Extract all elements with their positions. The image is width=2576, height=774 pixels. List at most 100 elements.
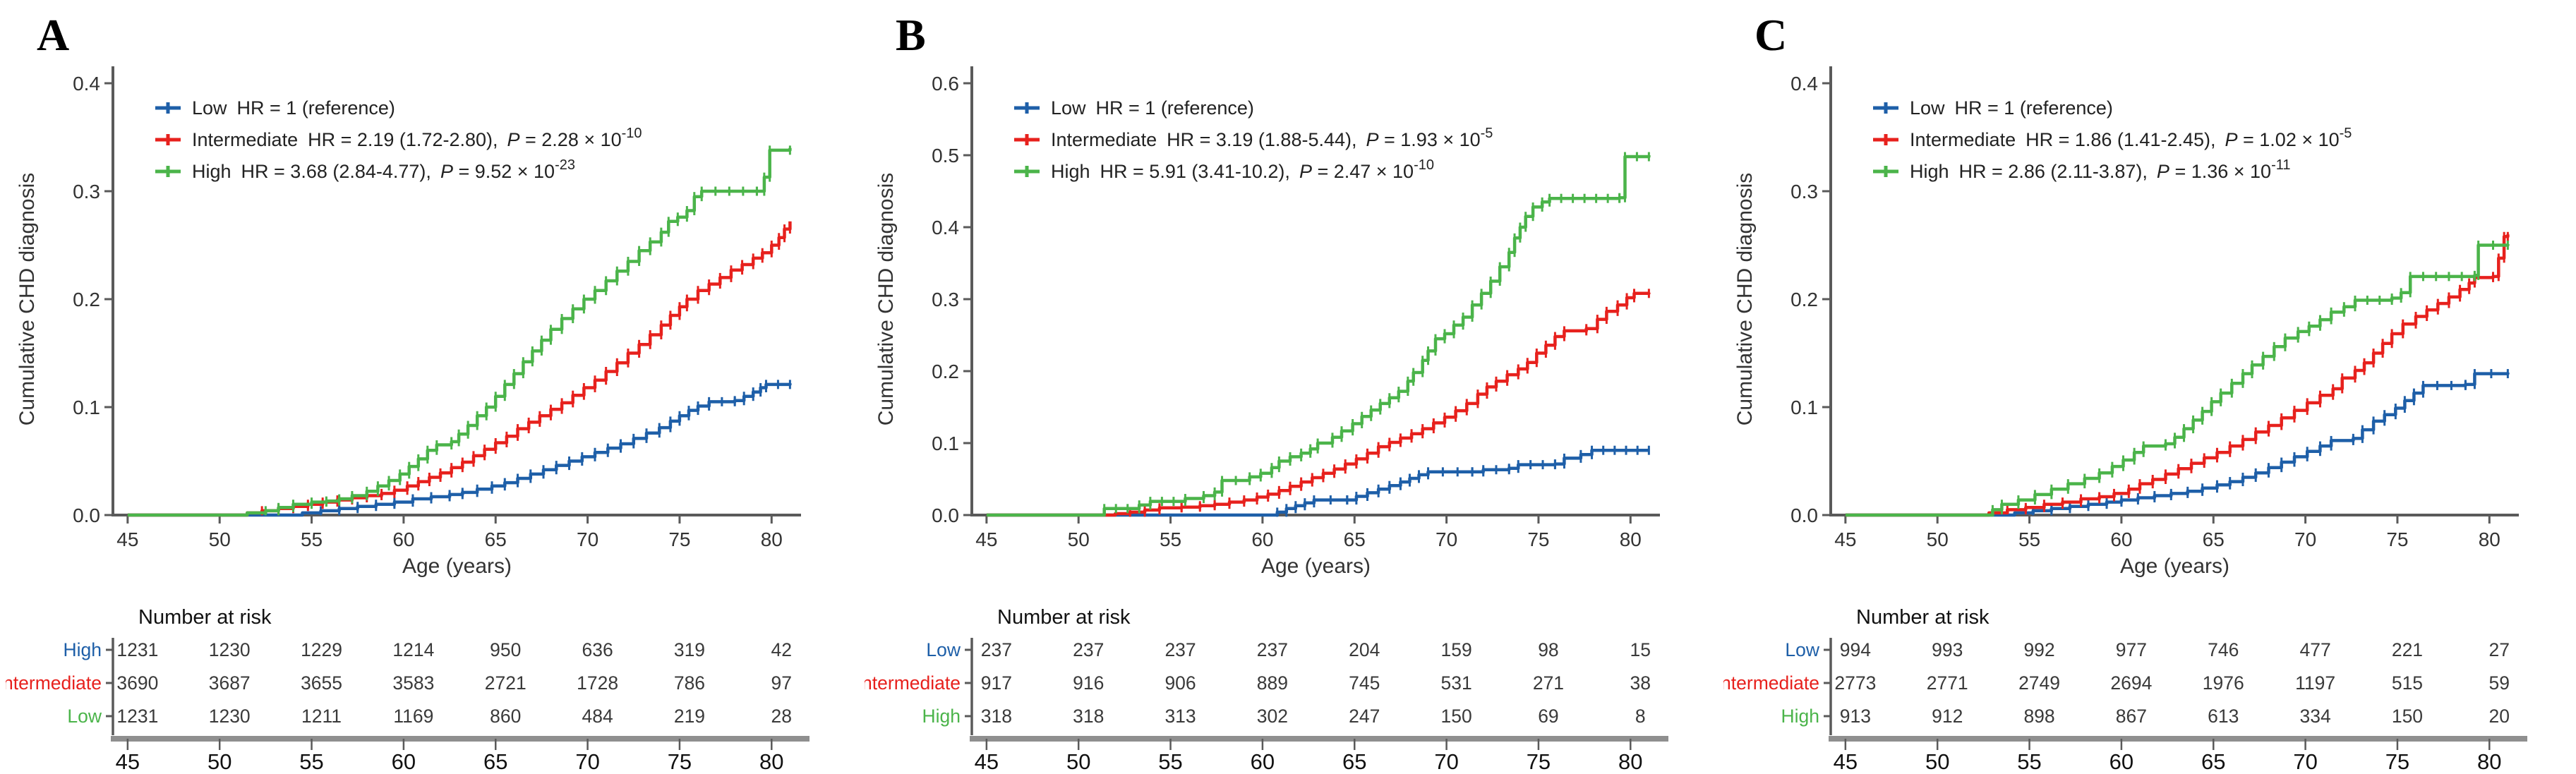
curve-intermediate bbox=[986, 291, 1651, 517]
legend-item-high: High HR = 5.91 (3.41-10.2), P = 2.47 × 10-… bbox=[1014, 157, 1434, 182]
risk-row-low: Low 994 993 992 977 746 477 221 27 bbox=[1785, 639, 2510, 660]
risk-x-tick-label: 80 bbox=[2477, 749, 2501, 774]
x-tick-label: 55 bbox=[2018, 528, 2040, 550]
risk-value: 950 bbox=[490, 639, 521, 660]
risk-value: 219 bbox=[674, 706, 705, 727]
risk-value: 993 bbox=[1932, 639, 1963, 660]
legend-label: High HR = 3.68 (2.84-4.77), P = 9.52 × 10-… bbox=[192, 157, 575, 182]
risk-value: 916 bbox=[1073, 672, 1104, 694]
panel-b: 0.0 0.1 0.2 0.3 0.4 0.5 0.6 45 50 55 60 65 70 75 80 Age… bbox=[857, 0, 1717, 774]
risk-row-label: High bbox=[1781, 706, 1819, 727]
risk-x-tick-label: 75 bbox=[1527, 749, 1551, 774]
risk-value: 69 bbox=[1538, 706, 1558, 727]
risk-table: Number at risk Low 237 237 237 237 204 159 98 15 I… bbox=[857, 606, 1668, 774]
x-axis-title: Age (years) bbox=[1261, 555, 1371, 577]
risk-value: 746 bbox=[2208, 639, 2239, 660]
panel-a: 0.0 0.1 0.2 0.3 0.4 45 50 55 60 65 70 75 80 Age (year… bbox=[0, 0, 858, 774]
y-tick-label: 0.2 bbox=[1790, 289, 1818, 310]
risk-value: 97 bbox=[771, 672, 792, 694]
risk-row-label: Intermediate bbox=[1723, 672, 1819, 694]
risk-value: 889 bbox=[1257, 672, 1288, 694]
risk-value: 1230 bbox=[209, 639, 251, 660]
risk-value: 913 bbox=[1840, 706, 1871, 727]
risk-value: 15 bbox=[1630, 639, 1651, 660]
risk-value: 8 bbox=[1635, 706, 1646, 727]
risk-row-intermediate: Intermediate 3690 3687 3655 3583 2721 1728 786 9… bbox=[0, 672, 792, 694]
y-tick-label: 0.4 bbox=[73, 73, 100, 95]
panel-c: 0.0 0.1 0.2 0.3 0.4 45 50 55 60 65 70 75 80 Age (year… bbox=[1716, 0, 2576, 774]
risk-value: 977 bbox=[2116, 639, 2147, 660]
legend-item-intermediate: Intermediate HR = 3.19 (1.88-5.44), P = 1.… bbox=[1014, 126, 1493, 150]
risk-value: 42 bbox=[771, 639, 792, 660]
risk-x-tick-label: 60 bbox=[392, 749, 416, 774]
risk-value: 221 bbox=[2392, 639, 2423, 660]
x-tick-label: 60 bbox=[392, 528, 414, 550]
curve-intermediate bbox=[1845, 234, 2510, 517]
risk-value: 2721 bbox=[485, 672, 526, 694]
risk-value: 98 bbox=[1538, 639, 1558, 660]
y-tick-label: 0.4 bbox=[932, 217, 959, 238]
risk-title: Number at risk bbox=[1856, 606, 1990, 629]
curves bbox=[986, 152, 1651, 517]
risk-value: 2773 bbox=[1834, 672, 1876, 694]
censor-marks-intermediate bbox=[2006, 231, 2509, 514]
risk-x-tick-label: 70 bbox=[575, 749, 599, 774]
y-tick-label: 0.1 bbox=[73, 397, 100, 418]
risk-value: 1230 bbox=[209, 706, 251, 727]
x-tick-label: 45 bbox=[1834, 528, 1856, 550]
risk-value: 313 bbox=[1164, 706, 1196, 727]
risk-value: 59 bbox=[2489, 672, 2510, 694]
risk-row-low: Low 237 237 237 237 204 159 98 15 bbox=[926, 639, 1651, 660]
curves bbox=[127, 145, 792, 517]
risk-value: 912 bbox=[1932, 706, 1963, 727]
legend: Low HR = 1 (reference) Intermediate HR = 3.… bbox=[1014, 97, 1493, 182]
risk-value: 28 bbox=[771, 706, 792, 727]
risk-value: 992 bbox=[2023, 639, 2054, 660]
risk-value: 159 bbox=[1440, 639, 1471, 660]
risk-x-tick-label: 50 bbox=[1066, 749, 1090, 774]
legend-label: High HR = 5.91 (3.41-10.2), P = 2.47 × 10-… bbox=[1051, 157, 1434, 182]
risk-value: 917 bbox=[981, 672, 1012, 694]
risk-value: 477 bbox=[2299, 639, 2330, 660]
risk-row-label: Low bbox=[926, 639, 961, 660]
x-tick-label: 50 bbox=[209, 528, 231, 550]
legend-label: Low HR = 1 (reference) bbox=[192, 97, 395, 119]
risk-value: 906 bbox=[1164, 672, 1196, 694]
y-tick-label: 0.0 bbox=[73, 504, 100, 526]
risk-value: 318 bbox=[1073, 706, 1104, 727]
y-tick-label: 0.0 bbox=[1790, 504, 1818, 526]
risk-row-label: Intermediate bbox=[865, 672, 961, 694]
panel-letter-b: B bbox=[896, 10, 926, 60]
x-axis-title: Age (years) bbox=[402, 555, 512, 577]
risk-value: 867 bbox=[2116, 706, 2147, 727]
risk-x-tick-label: 75 bbox=[668, 749, 692, 774]
x-tick-label: 80 bbox=[2479, 528, 2500, 550]
y-tick-label: 0.1 bbox=[932, 433, 959, 454]
risk-value: 150 bbox=[1440, 706, 1471, 727]
x-tick-label: 50 bbox=[1927, 528, 1949, 550]
risk-value: 20 bbox=[2489, 706, 2510, 727]
risk-value: 2771 bbox=[1927, 672, 1968, 694]
x-tick-label: 80 bbox=[1620, 528, 1642, 550]
risk-x-tick-label: 60 bbox=[2109, 749, 2133, 774]
risk-value: 1728 bbox=[577, 672, 618, 694]
legend-item-high: High HR = 3.68 (2.84-4.77), P = 9.52 × 10-… bbox=[155, 157, 575, 182]
risk-title: Number at risk bbox=[138, 606, 272, 629]
curves bbox=[1845, 231, 2510, 517]
risk-value: 484 bbox=[582, 706, 613, 727]
risk-value: 247 bbox=[1349, 706, 1380, 727]
y-tick-label: 0.6 bbox=[932, 73, 959, 95]
x-tick-label: 45 bbox=[116, 528, 138, 550]
risk-table: Number at risk Low 994 993 992 977 746 477 221 27… bbox=[1716, 606, 2527, 774]
risk-row-intermediate: Intermediate 2773 2771 2749 2694 1976 1197 515 5… bbox=[1716, 672, 2510, 694]
risk-row-label: Low bbox=[67, 706, 102, 727]
risk-value: 898 bbox=[2023, 706, 2054, 727]
x-tick-label: 80 bbox=[761, 528, 783, 550]
x-tick-label: 65 bbox=[1344, 528, 1366, 550]
censor-marks-low bbox=[2032, 369, 2509, 516]
y-tick-label: 0.3 bbox=[932, 289, 959, 310]
risk-x-tick-label: 65 bbox=[483, 749, 507, 774]
risk-x-tick-label: 50 bbox=[1925, 749, 1949, 774]
risk-value: 237 bbox=[981, 639, 1012, 660]
y-tick-label: 0.5 bbox=[932, 145, 959, 167]
